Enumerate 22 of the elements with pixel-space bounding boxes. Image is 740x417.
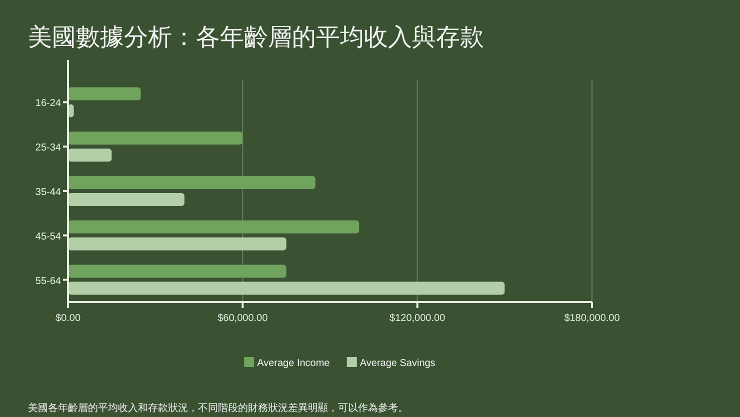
bar [68,148,112,162]
bar [68,237,286,250]
x-tick-label: $0.00 [55,313,81,324]
bar [68,282,505,295]
y-tick-label: 45-54 [35,231,62,242]
y-tick-label: 16-24 [35,98,62,110]
bar [68,264,286,278]
bar [68,220,360,234]
x-tick-label: $180,000.00 [564,313,620,324]
y-tick-label: 35-44 [35,187,62,198]
text: 美國各年齡層的平均收入和存款狀況，不同階段的財務狀況差異明顯，可以作為參考。 [28,402,408,414]
legend-label: Average Savings [360,358,436,369]
bar [68,132,243,145]
x-tick-label: $60,000.00 [218,313,268,324]
bar [68,193,184,206]
chart-title: 美國數據分析：各年齡層的平均收入與存款 [28,24,484,51]
y-tick-label: 55-64 [35,276,62,287]
legend-label: Average Income [257,358,330,369]
y-tick-label: 25-34 [35,142,62,154]
bar [68,87,141,100]
x-tick-label: $120,000.00 [390,313,446,324]
bar [68,176,316,189]
